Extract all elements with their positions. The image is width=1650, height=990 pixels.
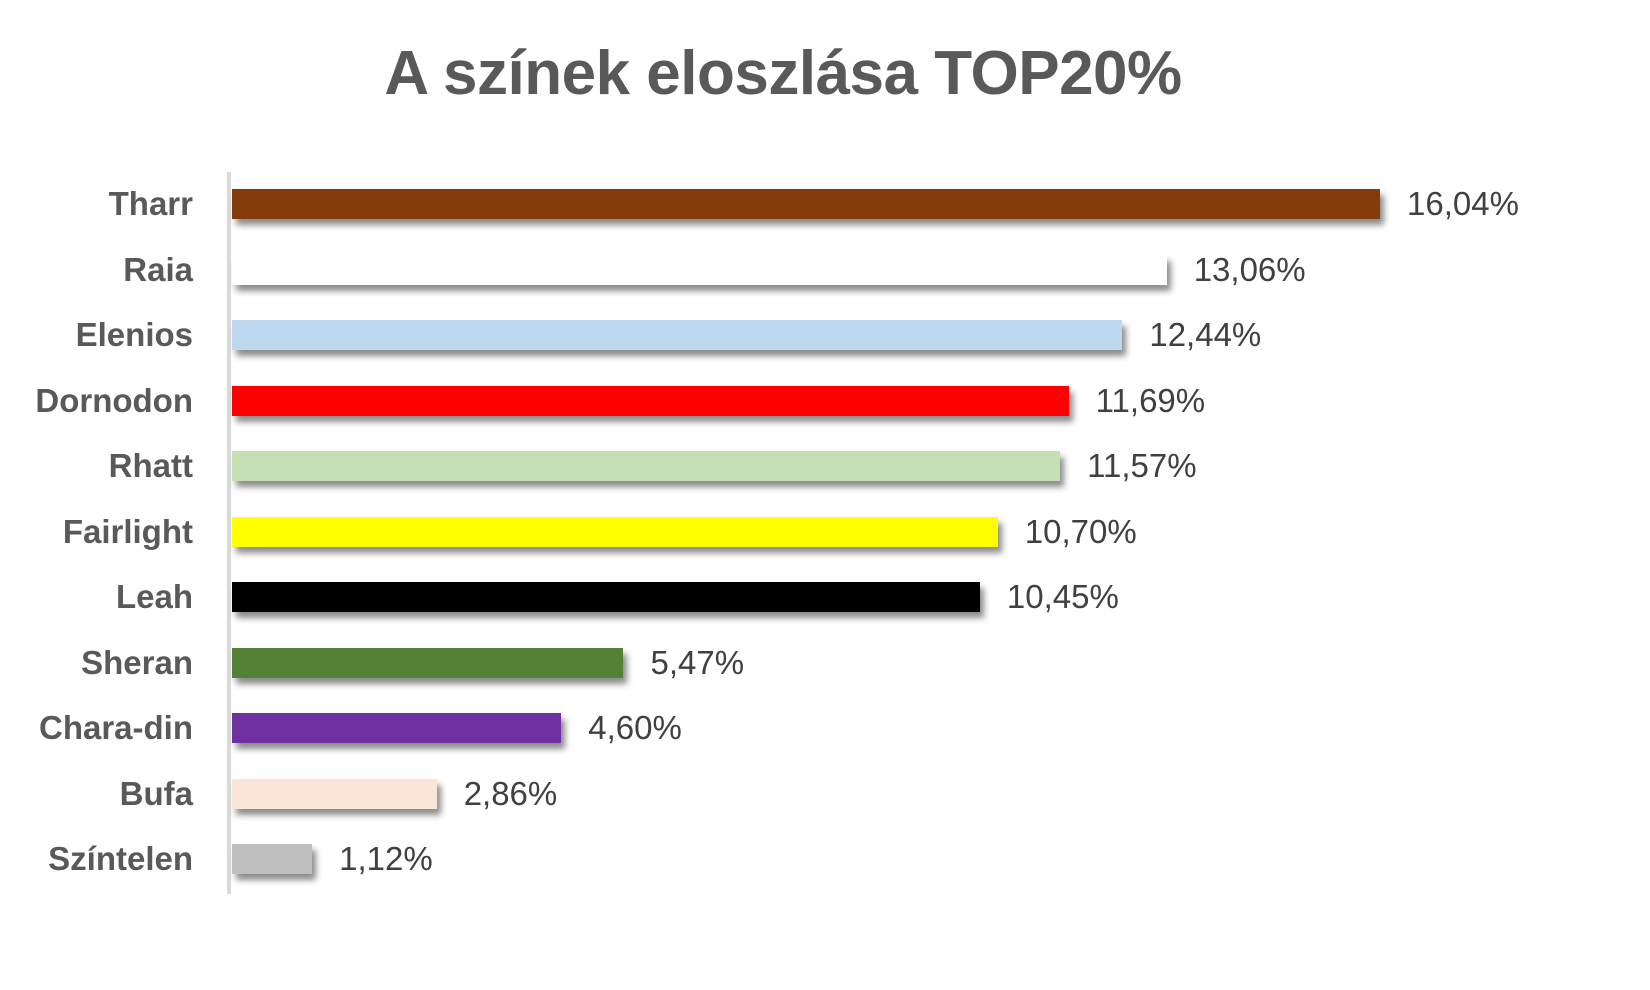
- bar-row: Elenios 12,44%: [0, 316, 1650, 353]
- bar[interactable]: [232, 189, 1380, 219]
- category-label: Dornodon: [35, 381, 193, 419]
- data-label: 10,45%: [1006, 578, 1119, 615]
- category-label: Elenios: [75, 316, 193, 353]
- bar-row: Leah 10,45%: [0, 578, 1650, 615]
- bar-row: Rhatt 11,57%: [0, 447, 1650, 484]
- bar[interactable]: [232, 320, 1123, 350]
- bar[interactable]: [232, 254, 1167, 285]
- data-label: 5,47%: [650, 643, 745, 681]
- category-label: Leah: [115, 578, 193, 615]
- data-label: 13,06%: [1193, 250, 1306, 288]
- bar[interactable]: [232, 516, 998, 547]
- data-label: 11,57%: [1087, 447, 1197, 484]
- category-label: Rhatt: [108, 447, 193, 484]
- data-label: 4,60%: [588, 709, 682, 746]
- bar[interactable]: [232, 451, 1061, 481]
- bar-row: Sheran 5,47%: [0, 644, 1650, 681]
- data-label: 1,12%: [339, 840, 433, 877]
- category-label: Színtelen: [48, 840, 193, 877]
- bar-row: Fairlight 10,70%: [0, 513, 1650, 550]
- category-label: Raia: [123, 250, 193, 288]
- bar[interactable]: [232, 385, 1069, 416]
- bar[interactable]: [232, 778, 437, 809]
- bar-row: Raia 13,06%: [0, 251, 1650, 288]
- category-label: Fairlight: [62, 512, 193, 550]
- bar-row: Dornodon 11,69%: [0, 382, 1650, 419]
- data-label: 11,69%: [1095, 381, 1206, 419]
- bar-row: Tharr 16,04%: [0, 185, 1650, 222]
- category-label: Bufa: [119, 774, 193, 812]
- category-axis-line: [227, 172, 231, 894]
- category-label: Tharr: [108, 185, 193, 222]
- data-label: 2,86%: [463, 774, 558, 812]
- bar[interactable]: [232, 582, 980, 612]
- bar[interactable]: [232, 844, 313, 874]
- category-label: Sheran: [81, 643, 193, 681]
- bar-row: Bufa 2,86%: [0, 775, 1650, 812]
- chart-title: A színek eloszlása TOP20%: [384, 39, 1182, 108]
- category-label: Chara-din: [38, 709, 193, 746]
- data-label: 10,70%: [1024, 512, 1137, 550]
- bar[interactable]: [232, 713, 562, 743]
- data-label: 12,44%: [1149, 316, 1262, 353]
- bar-row: Chara-din 4,60%: [0, 709, 1650, 746]
- bar[interactable]: [232, 647, 624, 678]
- data-label: 16,04%: [1407, 185, 1519, 222]
- bar-row: Színtelen 1,12%: [0, 840, 1650, 877]
